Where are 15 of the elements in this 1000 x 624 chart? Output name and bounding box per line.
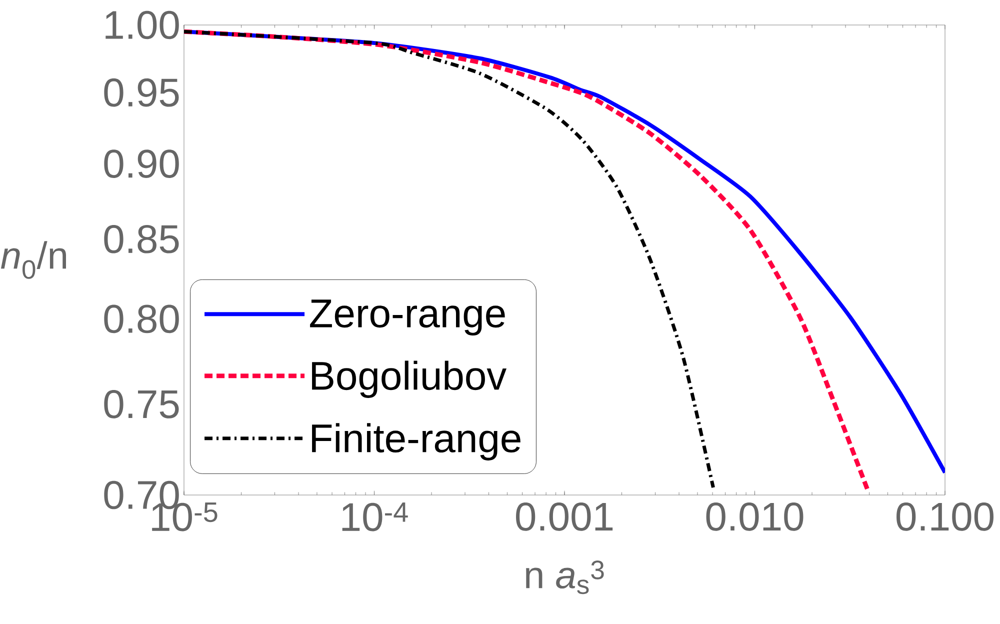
x-tick-label: 0.010 (706, 502, 804, 531)
legend-label: Finite-range (312, 423, 520, 460)
y-tick-label: 0.85 (104, 224, 179, 254)
y-tick-label: 0.90 (104, 150, 179, 178)
x-tick-label: 0.100 (896, 502, 994, 531)
y-tick-label: 1.00 (106, 10, 179, 40)
legend-label: Zero-range (310, 300, 505, 336)
y-axis-title: n$_{0}$/n (0, 241, 66, 279)
x-tick-label: 0.001 (516, 502, 613, 531)
x-axis-title: n a$_{s}$$^{3}$ (526, 560, 604, 594)
y-tick-label: 0.95 (104, 78, 179, 107)
y-tick-label: 0.75 (104, 390, 179, 418)
x-tick-label: 10$^{-4}$ (342, 502, 408, 532)
y-tick-label: 0.80 (104, 304, 179, 334)
legend-label: Bogoliubov (312, 360, 507, 398)
